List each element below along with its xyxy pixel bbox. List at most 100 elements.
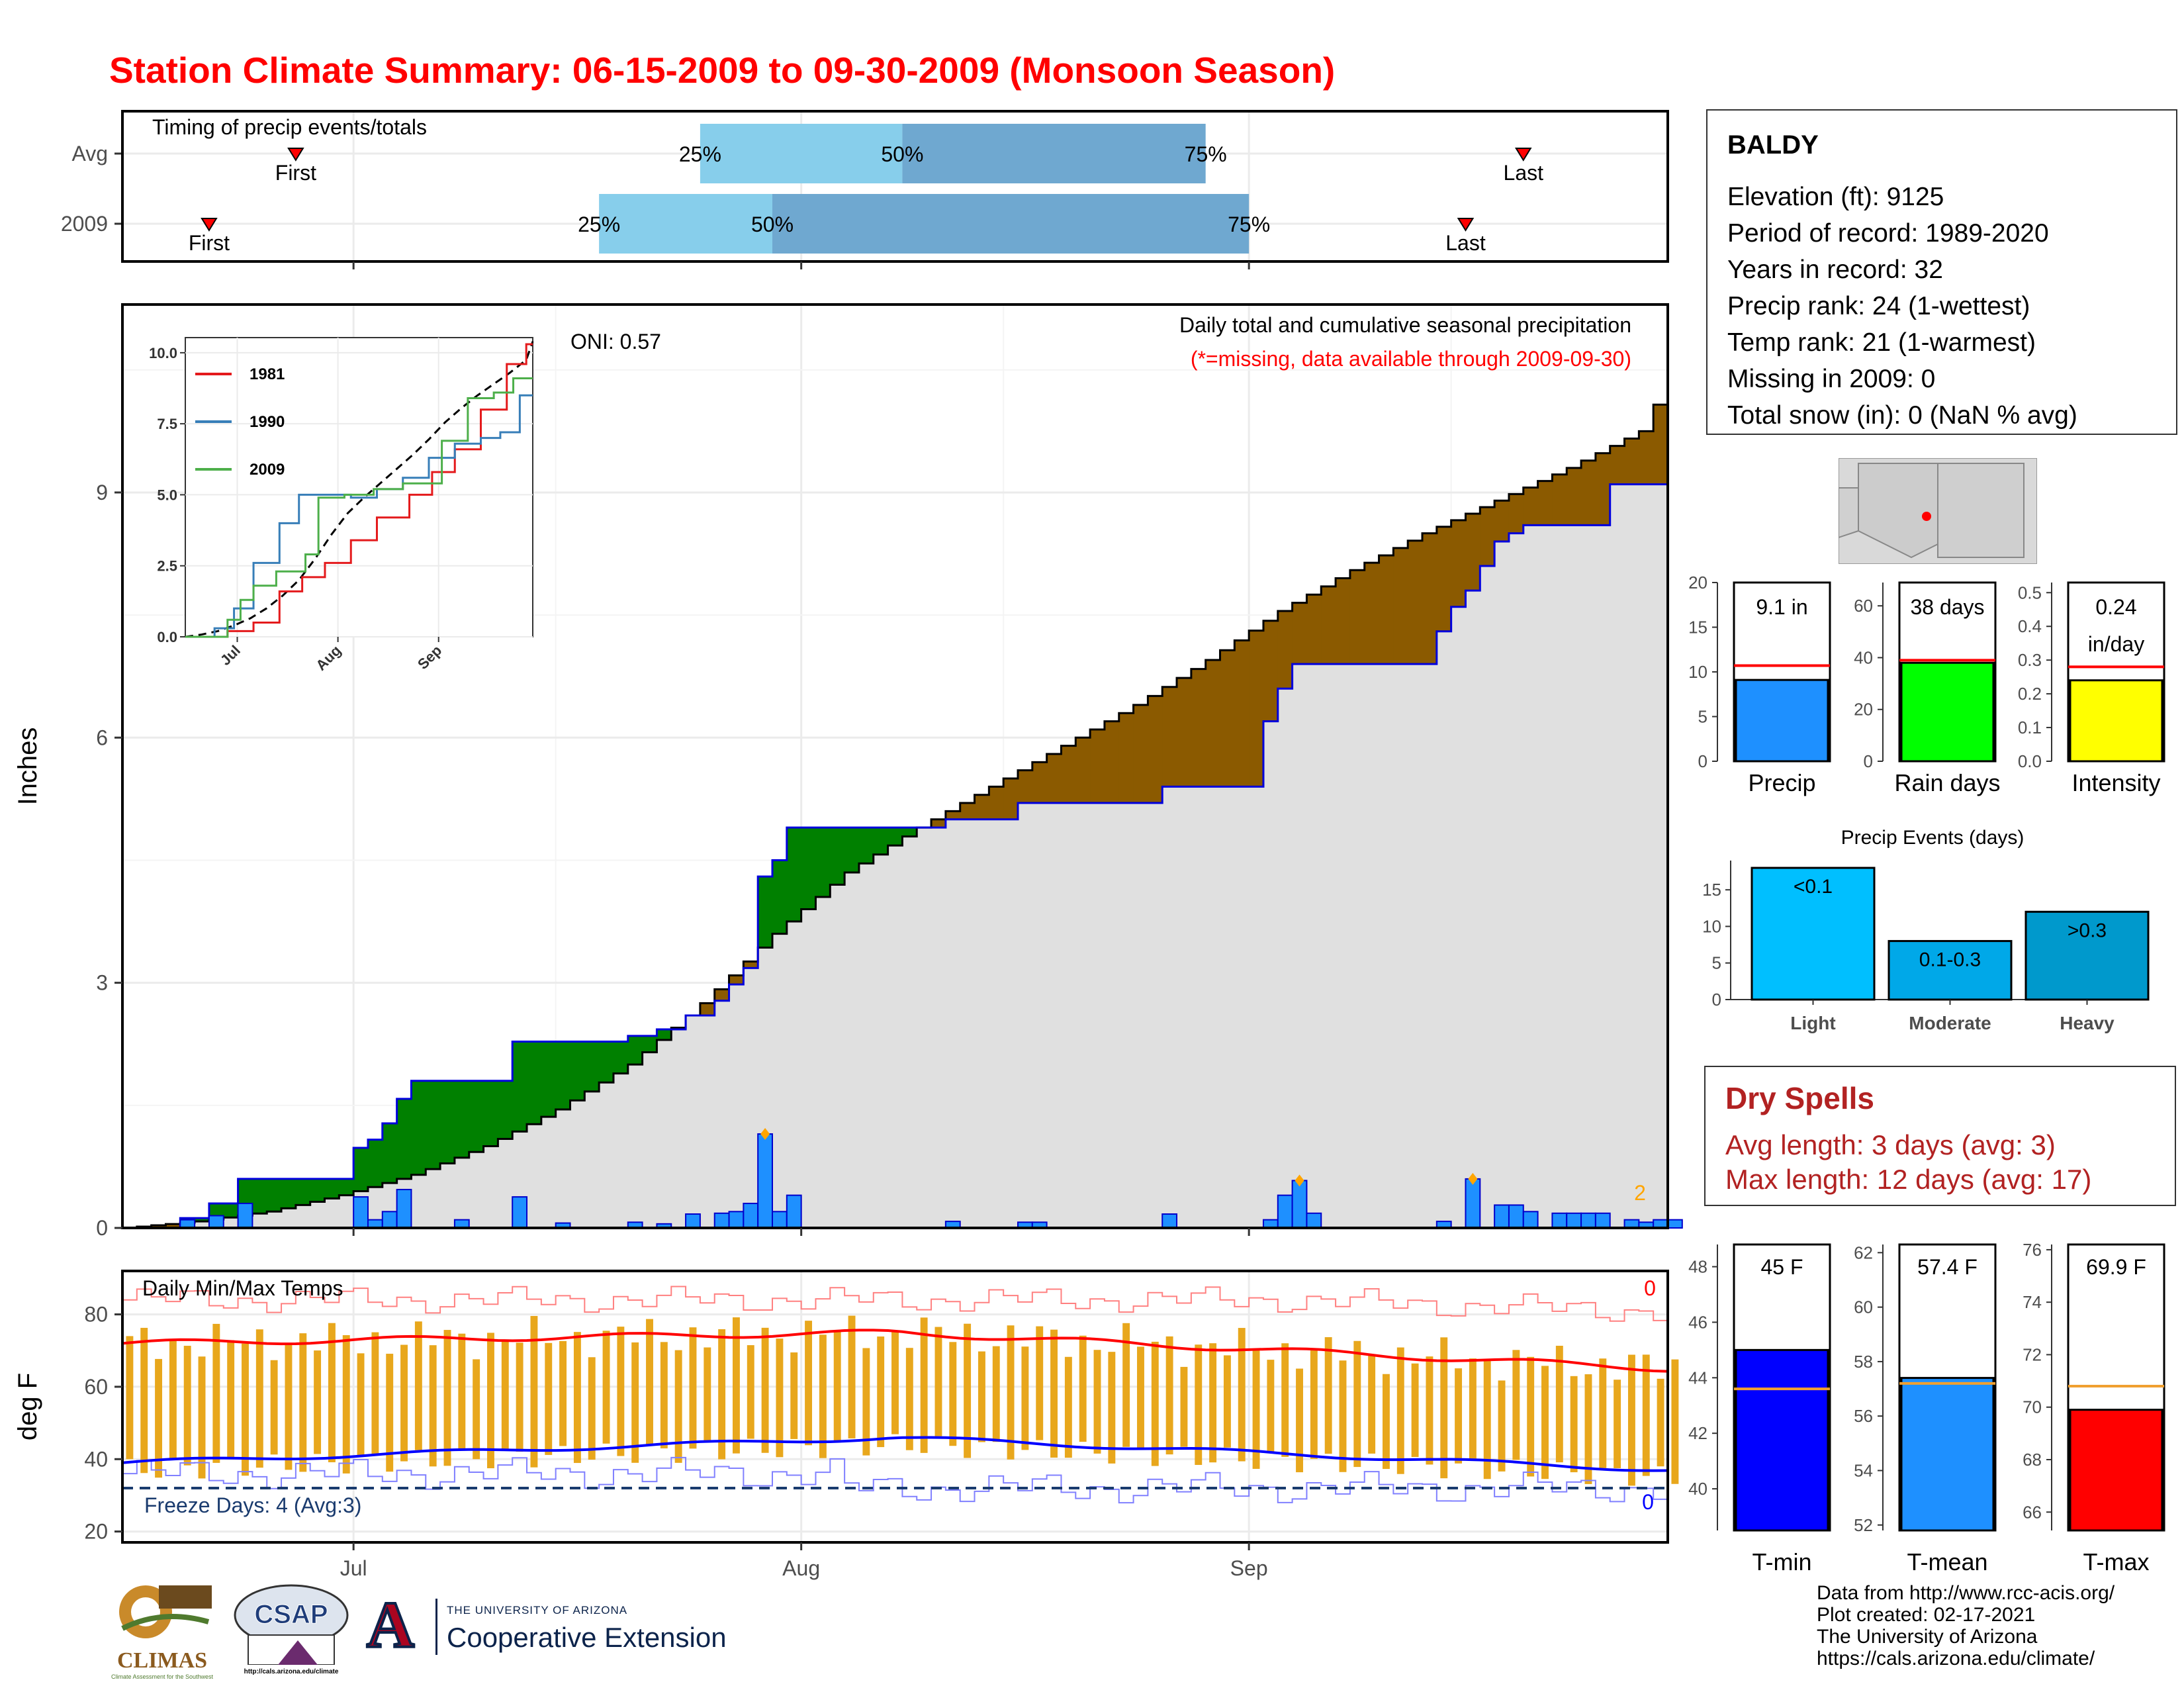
dry-spells-avg: Avg length: 3 days (avg: 3) [1725,1129,2056,1160]
daily-temp-range-bar [631,1342,639,1463]
below-average-fill [1595,453,1611,526]
precip-y-tick: 0 [96,1216,108,1240]
ua-logo: A THE UNIVERSITY OF ARIZONA Cooperative … [357,1591,754,1665]
mini-chart-label: Precip [1748,769,1815,796]
inset-y-tick: 7.5 [157,416,177,432]
mini-chart-tick: 40 [1854,647,1873,667]
inset-y-tick: 10.0 [149,345,177,361]
mini-chart-bar [2069,679,2163,763]
daily-temp-range-bar [1108,1352,1116,1464]
daily-temp-range-bar [1642,1354,1650,1476]
above-average-fill [310,1178,326,1202]
first-label: First [275,161,316,185]
daily-temp-range-bar [1296,1368,1303,1473]
mini-chart-tick: 10 [1688,662,1707,682]
daily-precip-bar [1306,1212,1322,1229]
daily-temp-range-bar [314,1350,322,1454]
precip-events-bar-label: >0.3 [2068,919,2107,941]
missing-count: 2 [1634,1181,1646,1205]
below-average-fill [960,803,976,820]
below-average-fill [1537,481,1553,526]
daily-temp-range-bar [891,1330,899,1434]
above-average-fill [426,1080,441,1170]
below-average-fill [714,989,730,1001]
above-average-fill [627,1035,643,1065]
below-average-fill [989,786,1004,820]
station-line: Missing in 2009: 0 [1727,365,1936,393]
mini-chart-bar [1735,679,1829,763]
temp-chart-bar [1735,1348,1829,1532]
daily-temp-range-bar [1252,1350,1260,1469]
precip-y-tick: 3 [96,971,108,995]
daily-temp-range-bar [1021,1346,1029,1450]
inset-series-2009 [185,377,533,638]
above-average-fill [353,1148,369,1192]
csap-logo: CSAP http://cals.arizona.edu/climate [232,1582,351,1681]
temp-chart-label: T-mean [1907,1548,1987,1575]
above-average-fill [195,1218,210,1222]
below-average-fill [1177,678,1192,787]
inset-legend-label: 2009 [250,461,285,479]
above-average-fill [555,1041,571,1109]
precip-y-label: Inches [13,727,42,806]
mini-chart-label: Intensity [2071,769,2160,796]
temp-chart-tick: 48 [1688,1257,1707,1277]
above-average-fill [772,860,788,934]
daily-temp-range-bar [1426,1356,1433,1465]
above-average-fill [599,1041,614,1083]
station-line: Period of record: 1989-2020 [1727,219,2049,248]
temp-y-label: deg F [13,1373,42,1440]
daily-temp-range-bar [732,1317,740,1454]
below-average-fill [1523,487,1539,526]
daily-temp-range-bar [530,1315,538,1468]
temp-chart-tick: 60 [1854,1297,1873,1317]
mini-chart-label: Rain days [1894,769,2000,796]
footer-line: The University of Arizona [1817,1626,2038,1648]
daily-temp-range-bar [1396,1347,1404,1474]
daily-precip-bar [685,1213,701,1229]
station-line: Elevation (ft): 9125 [1727,183,1944,211]
daily-precip-bar [786,1194,802,1229]
below-average-fill [1436,526,1452,632]
last-marker [1457,218,1475,232]
below-average-fill [743,961,758,968]
temp-x-tick: Sep [1230,1556,1268,1580]
daily-temp-range-bar [1368,1356,1376,1454]
precip-events-tick: 5 [1712,953,1721,973]
daily-temp-range-bar [1599,1358,1607,1468]
cumulative-average-line [122,378,1669,1229]
above-average-fill [396,1098,412,1179]
station-line: Precip rank: 24 (1-wettest) [1727,292,2030,320]
below-average-fill [931,819,946,828]
station-info-box: BALDY Elevation (ft): 9125 Period of reco… [1706,109,2177,435]
average-min-line [122,1436,1668,1472]
temp-chart-tick: 70 [2023,1397,2042,1417]
daily-temp-range-bar [1383,1374,1390,1470]
temp-chart-label: T-min [1752,1548,1812,1575]
above-average-fill [469,1080,484,1152]
below-average-fill [1292,602,1308,665]
daily-temp-range-bar [1151,1341,1159,1466]
below-average-fill [1133,704,1149,804]
timing-row-label: Avg [71,142,108,165]
dry-spells-box: Dry Spells Avg length: 3 days (avg: 3) M… [1704,1066,2176,1206]
daily-temp-range-bar [414,1321,422,1450]
daily-temp-range-bar [1267,1360,1275,1452]
daily-temp-range-bar [487,1333,494,1469]
daily-temp-range-bar [342,1335,350,1474]
below-average-fill [1451,520,1467,607]
inset-legend-label: 1990 [250,413,285,431]
daily-temp-range-bar [1310,1350,1318,1459]
temp-chart-tick: 66 [2023,1502,2042,1522]
above-average-fill [844,827,860,872]
daily-temp-range-bar [776,1338,784,1458]
daily-temp-range-bar [1050,1329,1058,1458]
quartile-bar-50-75 [902,124,1206,183]
above-average-fill [758,876,773,948]
first-marker [201,218,218,232]
station-marker [1922,512,1931,521]
daily-temp-range-bar [400,1344,408,1462]
oni-label: ONI: 0.57 [570,330,661,353]
daily-temp-range-bar [1324,1337,1332,1454]
